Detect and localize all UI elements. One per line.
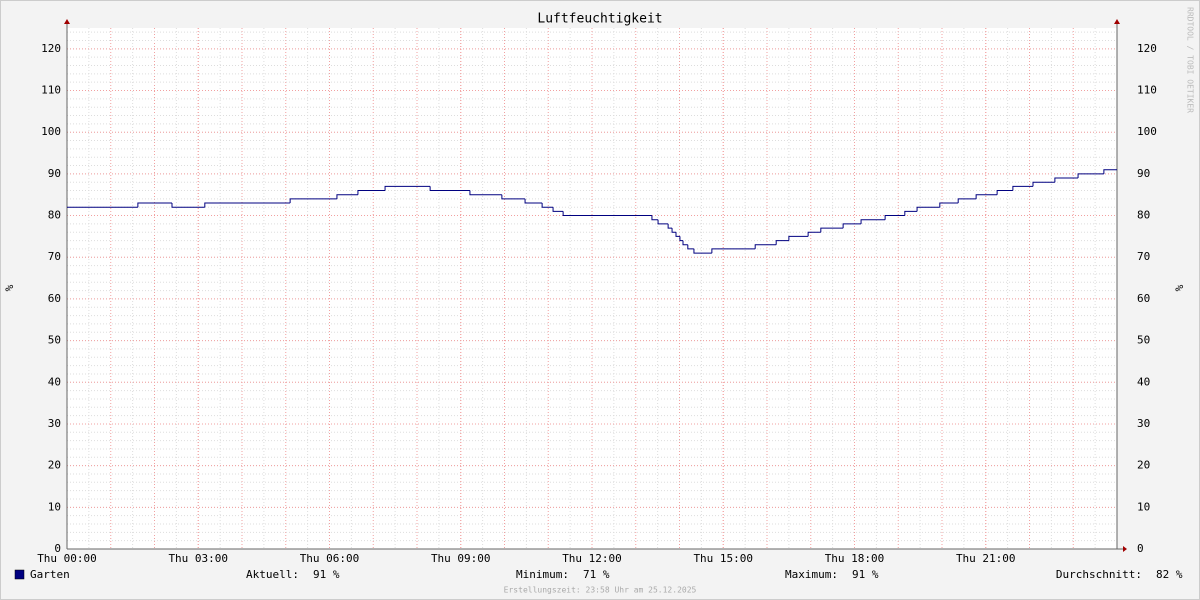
y-tick-label: 0	[54, 542, 61, 555]
line-step	[957, 198, 977, 204]
line-step	[996, 190, 1013, 195]
line-step	[1012, 185, 1033, 191]
y2-tick-label: 20	[1137, 459, 1150, 472]
y-tick-label: 110	[41, 84, 61, 97]
line-step	[469, 190, 502, 196]
x-tick-label: Thu 15:00	[693, 552, 753, 565]
stat-label: Minimum:	[516, 568, 569, 581]
line-step	[429, 186, 470, 192]
y-tick-label: 80	[48, 209, 61, 222]
line-step	[171, 203, 205, 208]
stat-value: 91 %	[852, 568, 879, 581]
x-tick-label: Thu 06:00	[300, 552, 360, 565]
y2-tick-label: 40	[1137, 375, 1150, 388]
line-step	[541, 203, 554, 208]
line-step	[682, 240, 688, 246]
arrow	[1114, 19, 1120, 24]
y-tick-label: 10	[48, 500, 61, 513]
line-step	[384, 185, 431, 191]
y2-tick-label: 30	[1137, 417, 1150, 430]
arrow	[64, 19, 70, 24]
y-tick-label: 120	[41, 42, 61, 55]
line-step	[860, 219, 886, 224]
y-tick-label: 20	[48, 459, 61, 472]
y-tick-label: 100	[41, 125, 61, 138]
y-tick-label: 30	[48, 417, 61, 430]
x-tick-label: Thu 18:00	[825, 552, 885, 565]
line-step	[667, 223, 673, 229]
line-step	[916, 206, 940, 212]
line-step	[904, 210, 918, 216]
line-step	[711, 248, 756, 254]
line-step	[657, 219, 669, 225]
stat-value: 82 %	[1156, 568, 1183, 581]
y2-tick-label: 0	[1137, 542, 1144, 555]
line-step	[651, 215, 659, 221]
y2-tick-label: 110	[1137, 84, 1157, 97]
line-step	[671, 228, 676, 233]
line-step	[357, 190, 386, 195]
y2-tick-label: 120	[1137, 42, 1157, 55]
y2-tick-label: 50	[1137, 334, 1150, 347]
line-step	[807, 231, 821, 237]
y-tick-label: 90	[48, 167, 61, 180]
y2-axis-label: %	[1173, 284, 1186, 291]
line-step	[754, 244, 777, 249]
line-step	[336, 194, 358, 199]
legend-label: Garten	[30, 568, 70, 581]
line-step	[687, 244, 694, 250]
line-step	[289, 198, 337, 204]
line-step	[775, 240, 789, 245]
line-step	[820, 227, 844, 233]
line-step	[788, 235, 809, 241]
line-step	[939, 202, 959, 208]
y2-tick-label: 60	[1137, 292, 1150, 305]
line-step	[1103, 169, 1117, 174]
y2-tick-label: 10	[1137, 500, 1150, 513]
stat-value: 91 %	[313, 568, 340, 581]
y-axis-label: %	[3, 284, 16, 291]
x-tick-label: Thu 03:00	[168, 552, 228, 565]
y2-tick-label: 90	[1137, 167, 1150, 180]
watermark: RRDTOOL / TOBI OETIKER	[1186, 7, 1195, 113]
x-tick-label: Thu 12:00	[562, 552, 622, 565]
line-step	[1077, 173, 1104, 179]
y2-tick-label: 80	[1137, 209, 1150, 222]
stat-value: 71 %	[583, 568, 610, 581]
line-step	[884, 215, 905, 220]
line-step	[975, 194, 998, 199]
line-step	[675, 232, 680, 237]
stat-label: Maximum:	[785, 568, 838, 581]
plot: 0 0 10 10 20 20 30 30 40 40 50 50 60 60 70 70 80 80 90 90 10…	[14, 19, 1183, 581]
x-tick-label: Thu 00:00	[37, 552, 97, 565]
line-step	[1054, 177, 1079, 183]
stat-label: Aktuell:	[246, 568, 299, 581]
line-step	[842, 223, 862, 229]
line-step	[562, 211, 652, 217]
y2-tick-label: 100	[1137, 125, 1157, 138]
line-step	[204, 202, 291, 208]
y-tick-label: 40	[48, 375, 61, 388]
line-step	[552, 207, 564, 212]
chart-title: Luftfeuchtigkeit	[537, 12, 662, 27]
footer: Erstellungszeit: 23:58 Uhr am 25.12.2025	[504, 586, 697, 595]
plot-area	[67, 28, 1117, 549]
line-step	[137, 202, 172, 208]
stat-label: Durchschnitt:	[1056, 568, 1142, 581]
line-step	[679, 236, 683, 242]
y-tick-label: 70	[48, 250, 61, 263]
y2-tick-label: 70	[1137, 250, 1150, 263]
x-tick-label: Thu 21:00	[956, 552, 1016, 565]
x-tick-label: Thu 09:00	[431, 552, 491, 565]
line-step	[501, 194, 526, 200]
arrow	[1123, 546, 1127, 552]
line-step	[1032, 181, 1055, 187]
legend-swatch	[14, 569, 25, 580]
y-tick-label: 60	[48, 292, 61, 305]
y-tick-label: 50	[48, 334, 61, 347]
line-step	[693, 248, 712, 254]
line-step	[524, 198, 543, 204]
